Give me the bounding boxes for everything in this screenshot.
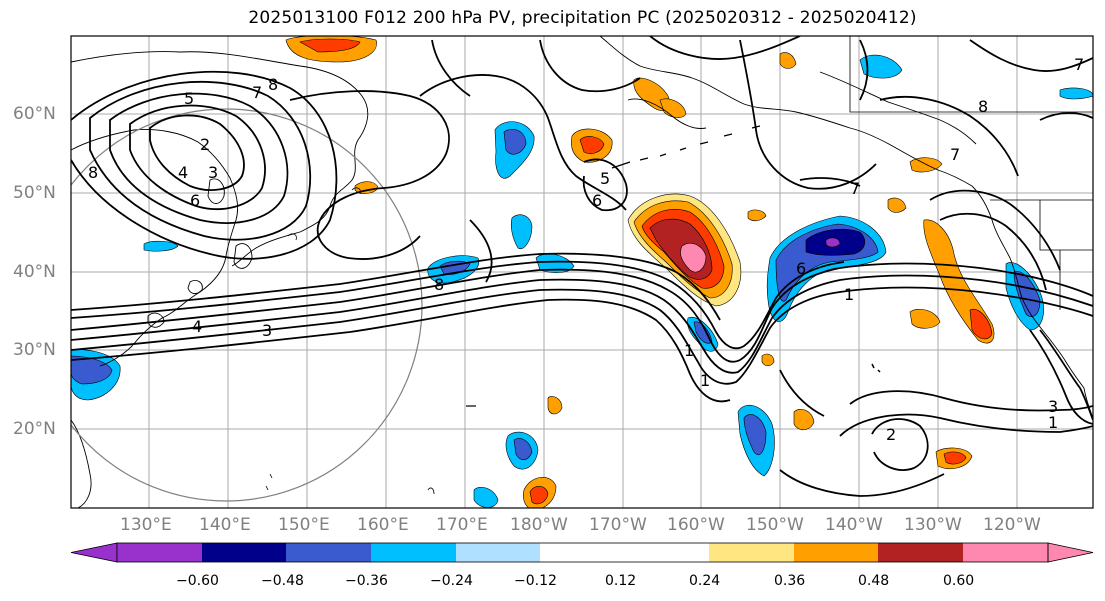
lon-label: 150°E: [278, 515, 330, 535]
colorbar-tick: −0.12: [514, 573, 557, 589]
contour-label: 3: [1048, 397, 1058, 416]
contour-label: 4: [178, 163, 188, 182]
lon-label: 140°W: [825, 515, 883, 535]
contour-label: 3: [208, 163, 218, 182]
lon-label: 170°E: [436, 515, 488, 535]
pv-contours: [71, 36, 1093, 497]
colorbar-tick: 0.48: [858, 573, 890, 589]
lon-label: 160°W: [667, 515, 725, 535]
contour-label: 2: [200, 135, 210, 154]
map-border: [70, 35, 1094, 509]
contour-label: 1: [684, 341, 694, 360]
lon-label: 180°W: [510, 515, 568, 535]
contour-label: 6: [796, 259, 806, 278]
contour-label: 4: [192, 317, 202, 336]
contour-label: 6: [190, 191, 200, 210]
coastlines: [71, 36, 1093, 508]
contour-label: 7: [1074, 55, 1084, 74]
islands: [265, 187, 435, 495]
borders: [849, 36, 1093, 310]
contour-label: 8: [434, 275, 444, 294]
contour-label: 8: [88, 163, 98, 182]
contour-label: 5: [600, 169, 610, 188]
precip-shading: [71, 36, 1093, 508]
contour-label: 7: [950, 145, 960, 164]
range-circle: [71, 108, 423, 502]
lat-label: 20°N: [13, 419, 56, 439]
colorbar-tick: 0.60: [943, 573, 975, 589]
lat-label: 30°N: [13, 340, 56, 360]
contour-label: 8: [978, 97, 988, 116]
contour-label: 2: [886, 425, 896, 444]
lon-label: 170°W: [589, 515, 647, 535]
lon-label: 160°E: [357, 515, 409, 535]
lat-label: 60°N: [13, 104, 56, 124]
colorbar-tick: −0.36: [345, 573, 388, 589]
contour-label: 6: [592, 191, 602, 210]
colorbar-tick: −0.24: [430, 573, 473, 589]
contour-label: 5: [184, 89, 194, 108]
lon-label: 130°W: [904, 515, 962, 535]
colorbar-tick: −0.60: [176, 573, 219, 589]
figure-title: 2025013100 F012 200 hPa PV, precipitatio…: [248, 8, 917, 28]
colorbar-tick: 0.12: [605, 573, 637, 589]
colorbar-tick: 0.36: [774, 573, 806, 589]
colorbar-tick: −0.48: [261, 573, 304, 589]
contour-label: 7: [850, 179, 860, 198]
lat-label: 40°N: [13, 262, 56, 282]
lon-label: 120°W: [983, 515, 1041, 535]
contour-label: 1: [844, 285, 854, 304]
lon-label: 150°W: [746, 515, 804, 535]
contour-label: 7: [252, 83, 262, 102]
contour-labels: 5 7 8 4 3 2 6 8 5 6 7 6 1 7 4 3 1 1 3 1 …: [88, 55, 1084, 444]
contour-label: 1: [1048, 413, 1058, 432]
lat-label: 50°N: [13, 183, 56, 203]
colorbar-tick: 0.24: [689, 573, 721, 589]
lon-label: 130°E: [120, 515, 172, 535]
contour-label: 8: [268, 75, 278, 94]
lon-label: 140°E: [199, 515, 251, 535]
contour-label: 3: [262, 321, 272, 340]
contour-label: 1: [700, 371, 710, 390]
